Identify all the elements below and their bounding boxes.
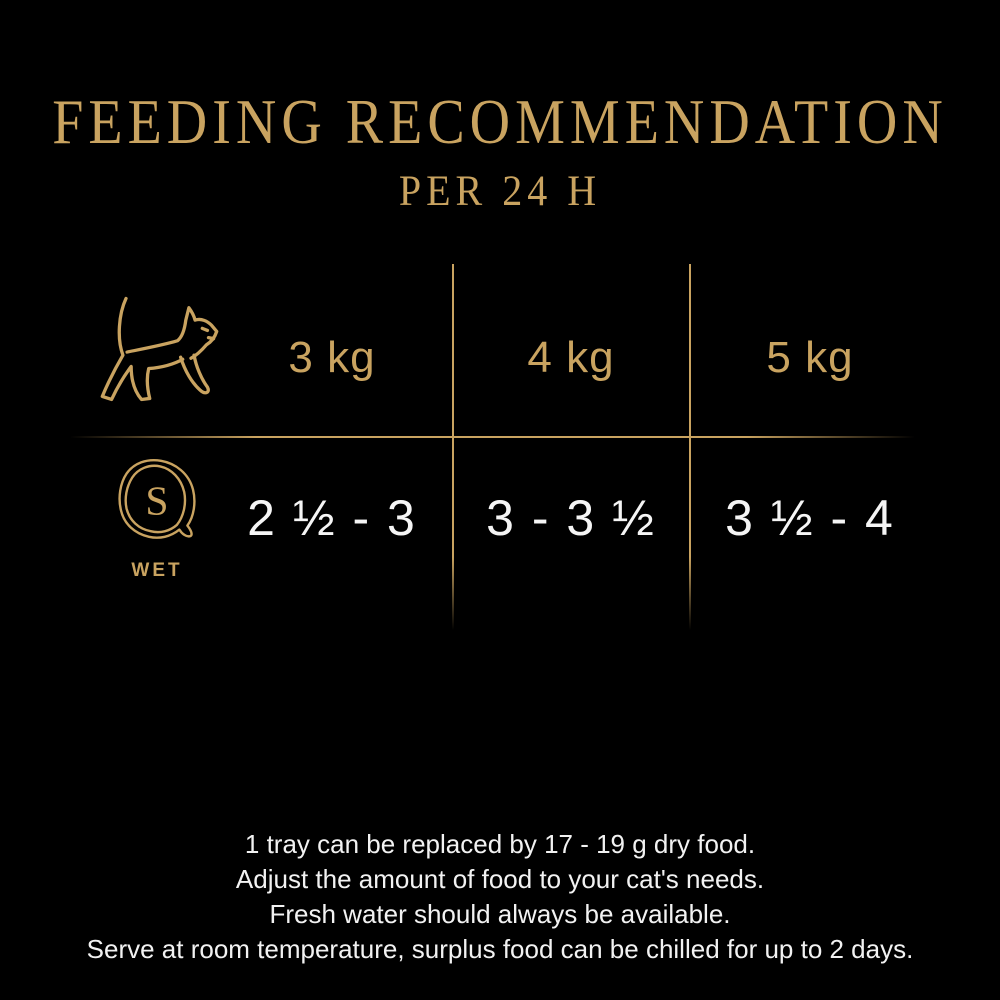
serving-value-5kg: 3 ½ - 4 xyxy=(725,490,895,546)
serving-value-4kg: 3 - 3 ½ xyxy=(486,490,656,546)
serving-value-3kg: 2 ½ - 3 xyxy=(247,490,417,546)
product-type-label: WET xyxy=(131,560,183,581)
wax-seal-icon: S xyxy=(113,449,201,555)
page-title: FEEDING RECOMMENDATION xyxy=(52,87,948,158)
footnote-line: Adjust the amount of food to your cat's … xyxy=(235,864,765,894)
footnote-line: Serve at room temperature, surplus food … xyxy=(86,934,914,964)
page-subtitle: PER 24 H xyxy=(398,166,602,215)
footnote-line: 1 tray can be replaced by 17 - 19 g dry … xyxy=(244,829,756,859)
table-vertical-divider-2 xyxy=(689,264,691,630)
table-horizontal-divider xyxy=(70,436,915,438)
weight-header-3kg: 3 kg xyxy=(288,333,376,382)
seal-letter: S xyxy=(145,477,168,523)
cat-icon xyxy=(92,293,226,407)
weight-header-4kg: 4 kg xyxy=(527,333,615,382)
footnotes: 1 tray can be replaced by 17 - 19 g dry … xyxy=(0,827,1000,967)
footnote-line: Fresh water should always be available. xyxy=(269,899,731,929)
table-vertical-divider-1 xyxy=(452,264,454,630)
weight-header-5kg: 5 kg xyxy=(766,333,854,382)
